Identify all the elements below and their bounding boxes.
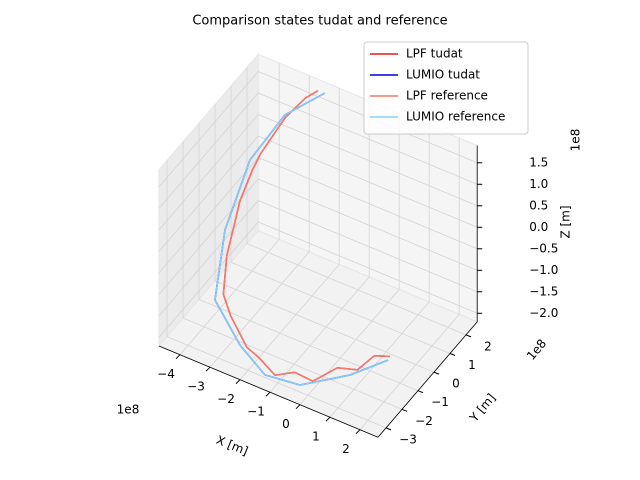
grid-line bbox=[158, 71, 259, 188]
grid-line bbox=[214, 280, 435, 373]
x-tick-label: 0 bbox=[282, 417, 290, 431]
tick-mark bbox=[295, 404, 301, 410]
tick-mark bbox=[235, 379, 241, 385]
x-offset-label: 1e8 bbox=[117, 403, 140, 417]
tick-mark bbox=[355, 429, 361, 435]
legend-box bbox=[363, 41, 529, 135]
y-tick-label: −3 bbox=[399, 432, 417, 446]
tick-mark bbox=[433, 371, 440, 375]
grid-line bbox=[258, 221, 478, 314]
tick-mark bbox=[417, 390, 424, 394]
tick-mark bbox=[325, 416, 331, 422]
tick-mark bbox=[205, 366, 211, 372]
grid-line bbox=[158, 200, 259, 317]
x-tick-label: −1 bbox=[247, 405, 265, 419]
grid-line bbox=[179, 239, 280, 355]
y-tick-label: 0 bbox=[452, 377, 460, 391]
grid-line bbox=[182, 317, 403, 410]
y-offset-label: 1e8 bbox=[524, 337, 549, 363]
x-tick-label: −4 bbox=[157, 367, 175, 381]
grid-line bbox=[230, 261, 451, 354]
legend-label: LUMIO reference bbox=[406, 110, 505, 124]
y-tick-label: 1 bbox=[468, 358, 476, 372]
grid-line bbox=[158, 114, 259, 231]
z-tick-label: 1.0 bbox=[529, 177, 548, 191]
tick-mark bbox=[265, 391, 271, 397]
tick-mark bbox=[465, 334, 472, 338]
legend-label: LUMIO tudat bbox=[406, 68, 480, 82]
y-tick-label: −2 bbox=[415, 414, 433, 428]
legend-label: LPF tudat bbox=[406, 47, 463, 61]
z-tick-label: 1.5 bbox=[529, 155, 548, 169]
x-axis-label: X [m] bbox=[214, 433, 250, 458]
x-tick-label: −2 bbox=[217, 392, 235, 406]
grid-line bbox=[246, 243, 467, 336]
z-axis-label: Z [m] bbox=[559, 205, 573, 238]
grid-line bbox=[258, 135, 478, 228]
y-axis-label: Y [m] bbox=[466, 391, 498, 425]
grid-line bbox=[158, 92, 259, 209]
grid-line bbox=[299, 289, 400, 405]
x-tick-label: −3 bbox=[187, 380, 205, 394]
grid-line bbox=[258, 157, 478, 250]
grid-line bbox=[166, 336, 387, 429]
z-tick-label: 0.0 bbox=[529, 220, 548, 234]
grid-line bbox=[158, 135, 259, 252]
series-line bbox=[214, 92, 389, 386]
y-tick-label: −1 bbox=[431, 395, 449, 409]
z-tick-label: 0.5 bbox=[529, 198, 548, 212]
tick-mark bbox=[449, 353, 456, 356]
y-axis bbox=[377, 321, 478, 438]
z-tick-label: −2.0 bbox=[529, 306, 558, 320]
x-tick-label: 2 bbox=[342, 442, 350, 456]
chart-title: Comparison states tudat and reference bbox=[192, 14, 447, 29]
grid-line bbox=[359, 314, 460, 430]
grid-line bbox=[239, 264, 340, 380]
grid-line bbox=[209, 251, 310, 368]
grid-line bbox=[258, 178, 478, 271]
legend: LPF tudat LUMIO tudat LPF reference LUMIO r… bbox=[363, 41, 529, 135]
grid-line bbox=[158, 157, 259, 274]
grid-line bbox=[198, 299, 419, 392]
grid-line bbox=[329, 301, 430, 418]
x-axis bbox=[158, 345, 379, 438]
y-tick-label: 2 bbox=[484, 339, 492, 353]
grid-line bbox=[158, 221, 259, 338]
legend-label: LPF reference bbox=[406, 89, 488, 103]
z-tick-label: −1.0 bbox=[529, 263, 558, 277]
z-tick-label: −1.5 bbox=[529, 284, 558, 298]
grid-line bbox=[258, 200, 478, 293]
grid-line bbox=[258, 114, 478, 207]
z-offset-label: 1e8 bbox=[569, 129, 583, 152]
tick-mark bbox=[401, 408, 408, 412]
series-line bbox=[222, 90, 390, 383]
tick-mark bbox=[385, 427, 392, 431]
x-tick-label: 1 bbox=[312, 430, 320, 444]
tick-mark bbox=[175, 354, 181, 360]
z-tick-label: −0.5 bbox=[529, 241, 558, 255]
